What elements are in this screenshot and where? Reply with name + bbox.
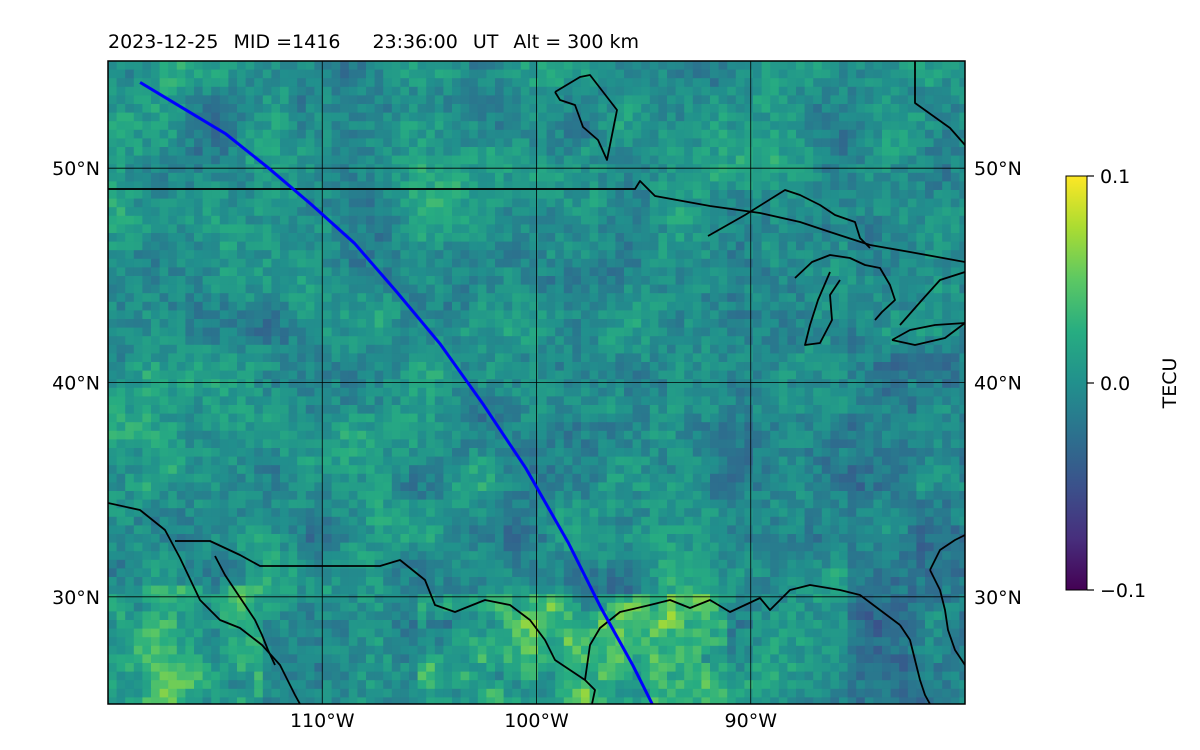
lon-tick-label: 90°W <box>725 710 778 732</box>
lat-labels-right: 50°N 40°N 30°N <box>974 158 1022 609</box>
map-panel <box>107 60 966 705</box>
title-date: 2023-12-25 <box>108 31 218 53</box>
coastline-segment <box>584 584 901 681</box>
colorbar-gradient <box>1065 175 1088 591</box>
lat-tick-label-right: 50°N <box>974 158 1022 180</box>
coastline-segment <box>899 271 965 326</box>
tec-heatmap <box>108 61 965 704</box>
title-alt: Alt = 300 km <box>513 31 639 53</box>
coastline-segment <box>707 189 871 249</box>
coastline-segment <box>794 254 896 321</box>
lat-tick-label-left: 50°N <box>52 158 100 180</box>
coastline-segment <box>929 534 965 571</box>
coastline-segment <box>108 180 965 263</box>
lat-labels-left: 50°N 40°N 30°N <box>52 158 100 609</box>
map-frame <box>107 60 966 705</box>
lat-tick-label-right: 40°N <box>974 373 1022 395</box>
coastline-segment <box>899 624 931 704</box>
coastline-segment <box>214 555 276 666</box>
map-title: 2023-12-25 MID =1416 23:36:00 UT Alt = 3… <box>108 31 639 53</box>
colorbar-ticks: 0.1 0.0 −0.1 <box>1087 166 1146 602</box>
lat-tick-label-left: 40°N <box>52 373 100 395</box>
title-time: 23:36:00 <box>372 31 457 53</box>
coastline-segment <box>929 569 965 666</box>
coastline-segment <box>914 61 965 146</box>
title-mid: MID =1416 <box>233 31 340 53</box>
lon-tick-label: 110°W <box>290 710 355 732</box>
title-ut: UT <box>473 31 499 53</box>
graticule <box>108 61 965 704</box>
coastline-segment <box>554 74 618 161</box>
colorbar-label: TECU <box>1159 358 1181 410</box>
coastline-segment <box>108 502 301 704</box>
colorbar: 0.1 0.0 −0.1 TECU <box>1065 166 1181 602</box>
coastline-segment <box>175 540 596 704</box>
satellite-track <box>139 81 654 704</box>
colorbar-tick-label: −0.1 <box>1100 580 1146 602</box>
lat-tick-label-left: 30°N <box>52 587 100 609</box>
coastlines-and-borders <box>108 61 965 704</box>
lon-tick-label: 100°W <box>504 710 569 732</box>
coastline-segment <box>804 271 841 346</box>
lon-labels-bottom: 110°W 100°W 90°W <box>290 710 777 732</box>
colorbar-tick-label: 0.0 <box>1100 373 1130 395</box>
colorbar-tick-label: 0.1 <box>1100 166 1130 188</box>
lat-tick-label-right: 30°N <box>974 587 1022 609</box>
coastline-segment <box>891 322 965 346</box>
